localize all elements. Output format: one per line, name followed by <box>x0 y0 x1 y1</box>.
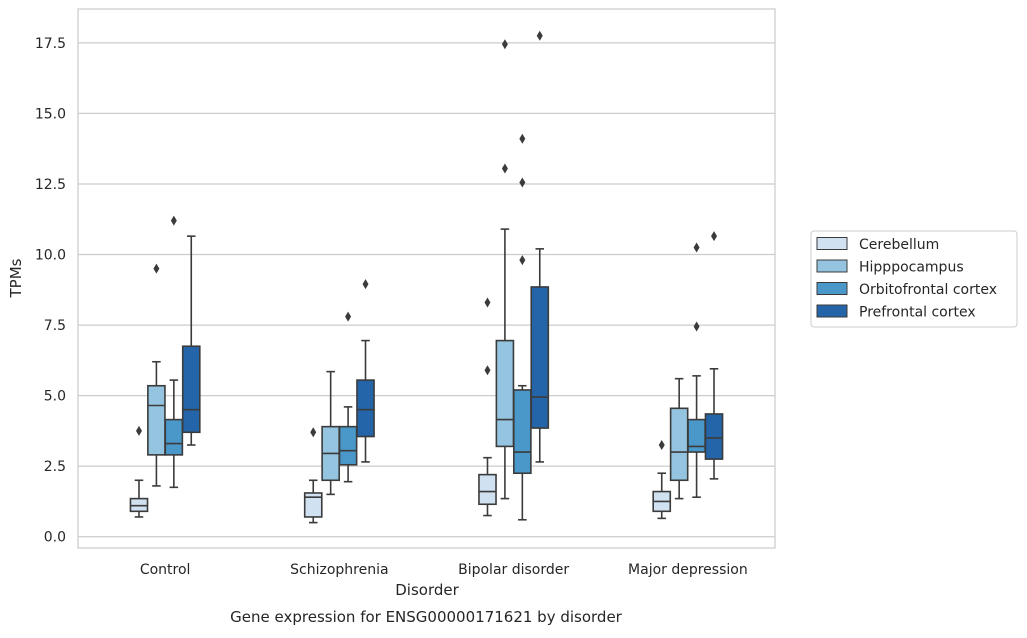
box-prefrontal-cortex-1 <box>356 279 375 463</box>
y-tick-label: 10.0 <box>35 248 66 264</box>
outlier-point <box>310 427 317 438</box>
box-cerebellum-3 <box>652 439 672 520</box>
x-tick-label: Control <box>140 562 191 578</box>
outlier-point <box>519 177 526 188</box>
box-iqr <box>356 379 375 438</box>
y-tick-labels: 0.0 2.5 5.0 7.5 10.0 12.5 15.0 17.5 <box>35 36 66 546</box>
box-iqr <box>147 384 166 456</box>
plot-frame <box>77 8 776 549</box>
box-iqr <box>338 425 358 466</box>
legend-label: Prefrontal cortex <box>859 305 976 321</box>
outlier-point <box>345 311 352 322</box>
box-cerebellum-1 <box>303 427 323 524</box>
y-tick-label: 7.5 <box>44 318 66 334</box>
outlier-point <box>519 133 526 144</box>
box-iqr <box>495 339 515 448</box>
y-tick-label: 17.5 <box>35 36 66 52</box>
outlier-point <box>501 163 508 174</box>
y-tick-label: 15.0 <box>35 106 66 122</box>
legend-item: Orbitofrontal cortex <box>816 282 997 298</box>
box-cerebellum-2 <box>478 297 497 517</box>
box-iqr <box>512 389 532 475</box>
box-prefrontal-cortex-2 <box>530 30 550 463</box>
outlier-point <box>693 321 700 332</box>
chart-title: Gene expression for ENSG00000171621 by d… <box>230 608 623 626</box>
legend-item: Hipppocampus <box>816 259 964 276</box>
legend-label: Orbitofrontal cortex <box>859 282 997 298</box>
box-prefrontal-cortex-3 <box>704 231 724 480</box>
legend-swatch <box>816 237 848 250</box>
legend-swatch <box>816 259 848 273</box>
x-tick-label: Bipolar disorder <box>458 562 569 578</box>
y-tick-label: 12.5 <box>35 177 66 193</box>
box-hipppocampus-1 <box>321 370 341 496</box>
outlier-point <box>484 297 491 308</box>
box-iqr <box>181 345 201 434</box>
x-tick-label: Schizophrenia <box>290 562 388 578</box>
outlier-point <box>484 365 491 376</box>
outlier-point <box>711 231 718 242</box>
outlier-point <box>693 242 700 253</box>
box-hipppocampus-3 <box>669 377 689 500</box>
box-orbitofrontal-cortex-0 <box>164 215 184 489</box>
box-iqr <box>164 418 184 456</box>
box-hipppocampus-0 <box>147 263 166 487</box>
box-cerebellum-0 <box>129 425 149 518</box>
box-iqr <box>303 492 323 518</box>
x-tick-label: Major depression <box>628 562 748 578</box>
y-tick-label: 2.5 <box>44 459 66 475</box>
legend: Cerebellum Hipppocampus Orbitofrontal cort… <box>810 230 1018 328</box>
legend-item: Cerebellum <box>816 237 939 253</box>
box-orbitofrontal-cortex-3 <box>687 242 706 499</box>
legend-swatch <box>816 282 848 295</box>
legend-swatch <box>816 304 848 318</box>
legend-label: Hipppocampus <box>859 260 964 276</box>
box-iqr <box>478 473 497 506</box>
x-tick-labels: Control Schizophrenia Bipolar disorder Majo… <box>140 562 748 578</box>
x-axis-label: Disorder <box>395 581 459 599</box>
legend-item: Prefrontal cortex <box>816 304 976 321</box>
outlier-point <box>170 215 177 226</box>
outlier-point <box>658 439 665 450</box>
outlier-point <box>519 255 526 266</box>
outlier-point <box>501 39 508 50</box>
outlier-point <box>153 263 160 274</box>
legend-frame <box>810 230 1018 328</box>
y-tick-label: 5.0 <box>44 389 66 405</box>
box-iqr <box>704 413 724 460</box>
box-orbitofrontal-cortex-2 <box>512 133 532 521</box>
y-tick-label: 0.0 <box>44 530 66 546</box>
box-orbitofrontal-cortex-1 <box>338 311 358 483</box>
outlier-point <box>536 30 543 41</box>
outlier-point <box>362 279 369 290</box>
legend-label: Cerebellum <box>859 237 939 253</box>
y-axis-label: TPMs <box>7 258 25 298</box>
box-hipppocampus-2 <box>495 39 515 500</box>
box-iqr <box>669 407 689 482</box>
outlier-point <box>135 425 142 436</box>
box-prefrontal-cortex-0 <box>181 235 201 446</box>
boxes-layer <box>129 30 724 524</box>
box-iqr <box>530 286 550 429</box>
